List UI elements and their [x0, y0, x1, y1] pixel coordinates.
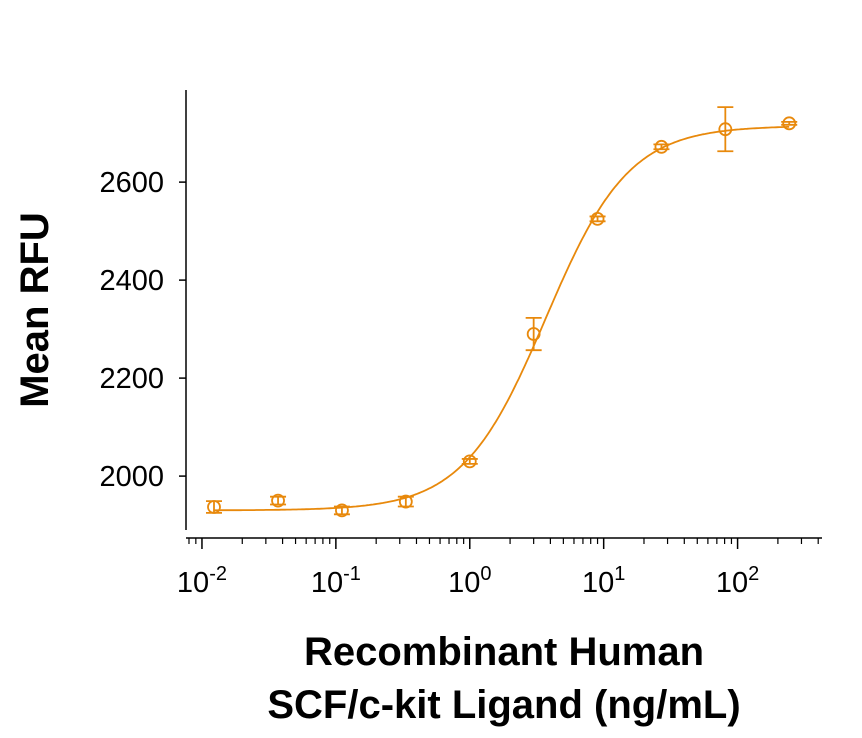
x-tick-label: 10-2 [177, 563, 227, 599]
x-axis-title-line-2: SCF/c-kit Ligand (ng/mL) [267, 683, 740, 727]
data-point [397, 494, 414, 509]
point-marker [782, 116, 797, 131]
y-tick-label: 2600 [99, 167, 164, 199]
data-point [781, 116, 798, 131]
data-point [717, 106, 734, 153]
x-tick-label: 102 [716, 563, 759, 599]
y-tick-label: 2200 [99, 363, 164, 395]
point-marker [462, 454, 477, 469]
point-marker [654, 139, 669, 154]
y-tick-label: 2000 [99, 461, 164, 493]
x-tick-label: 10-1 [311, 563, 361, 599]
fit-curve [214, 126, 790, 512]
y-axis-title: Mean RFU [13, 212, 57, 408]
fit-curve-group [214, 126, 790, 512]
point-marker [718, 122, 733, 137]
x-tick-label: 101 [582, 563, 625, 599]
data-point [270, 493, 287, 508]
point-marker [207, 500, 221, 514]
data-point [589, 211, 606, 226]
point-marker [335, 503, 349, 518]
data-point [525, 316, 542, 352]
point-marker [526, 327, 541, 341]
point-marker [271, 493, 285, 508]
data-point [333, 503, 350, 518]
data-point [461, 454, 478, 469]
data-points [205, 106, 798, 518]
x-tick-label: 100 [448, 563, 491, 599]
x-axis-title-line-1: Recombinant Human [304, 630, 704, 674]
point-marker [590, 211, 605, 226]
point-marker [398, 494, 413, 509]
y-tick-label: 2400 [99, 265, 164, 297]
data-point [205, 500, 222, 514]
data-point [653, 139, 670, 154]
ticks: 2000 2200 2400 2600 10-2 10-1 100 101 102 [99, 167, 819, 599]
axes [185, 90, 822, 539]
